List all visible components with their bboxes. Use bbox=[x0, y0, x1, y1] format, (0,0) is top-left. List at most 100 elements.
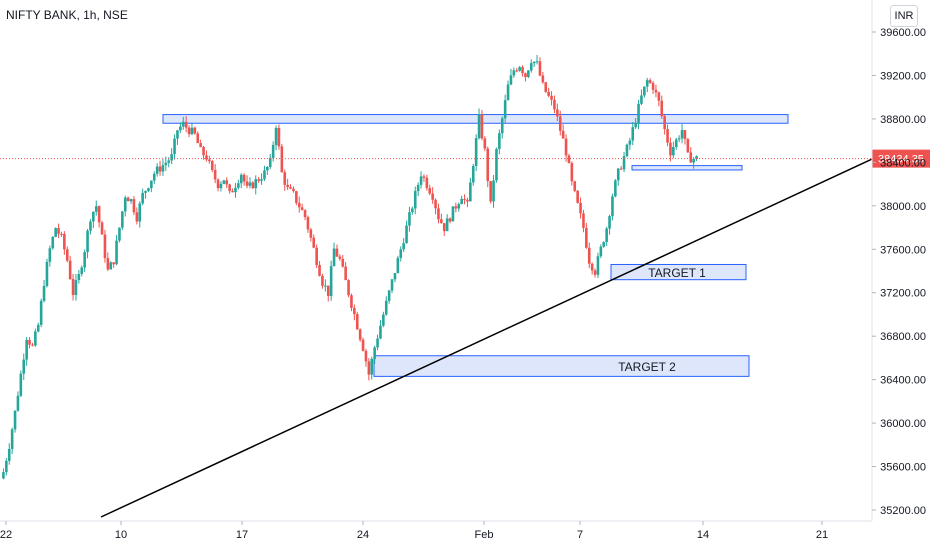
candle-body bbox=[672, 147, 675, 156]
candle-body bbox=[303, 210, 307, 218]
candle-body bbox=[100, 222, 104, 235]
x-tick-label: 17 bbox=[236, 529, 248, 541]
candle-body bbox=[199, 143, 202, 148]
candle-body bbox=[155, 166, 159, 174]
candle-body bbox=[277, 128, 281, 147]
candle-body bbox=[611, 196, 614, 217]
candle-body bbox=[274, 128, 278, 145]
candle-body bbox=[379, 325, 382, 339]
candle-body bbox=[593, 270, 597, 275]
candle-body bbox=[527, 70, 530, 78]
candle-body bbox=[184, 121, 188, 128]
candle-body bbox=[239, 174, 243, 184]
candle-body bbox=[399, 249, 403, 258]
candle-body bbox=[440, 219, 443, 224]
candle-body bbox=[141, 192, 144, 204]
zone-target-1[interactable] bbox=[610, 263, 747, 281]
candle-body bbox=[19, 373, 23, 396]
candle-body bbox=[515, 70, 519, 72]
candle-body bbox=[254, 179, 258, 189]
candle-body bbox=[570, 163, 574, 182]
price-badge-label: 38434.35 bbox=[878, 154, 924, 166]
zone-resistance-zone[interactable] bbox=[162, 114, 789, 124]
candle-body bbox=[498, 133, 501, 149]
candle-body bbox=[94, 206, 98, 212]
target-2-label: TARGET 2 bbox=[618, 360, 676, 374]
candle-body bbox=[471, 165, 475, 183]
candle-body bbox=[306, 217, 310, 230]
candle-body bbox=[213, 169, 217, 180]
currency-button[interactable]: INR bbox=[890, 5, 918, 27]
candle-body bbox=[196, 133, 200, 144]
candle-body bbox=[512, 70, 516, 76]
candle-body bbox=[442, 223, 446, 232]
candle-body bbox=[234, 187, 237, 193]
candle-body bbox=[63, 233, 66, 250]
candle-body bbox=[657, 92, 661, 101]
candle-body bbox=[419, 176, 423, 185]
candle-body bbox=[692, 158, 695, 163]
candle-body bbox=[338, 256, 342, 259]
candle-body bbox=[680, 130, 684, 139]
candle-body bbox=[158, 166, 162, 172]
candle-body bbox=[257, 179, 260, 181]
candle-body bbox=[271, 144, 275, 158]
candle-body bbox=[176, 130, 179, 139]
candle-body bbox=[411, 208, 414, 213]
candle-body bbox=[219, 183, 223, 189]
candle-body bbox=[210, 161, 214, 170]
candle-body bbox=[65, 249, 69, 261]
candle-body bbox=[321, 275, 324, 286]
candle-body bbox=[355, 314, 359, 330]
y-tick-label: 36000.00 bbox=[880, 418, 926, 430]
candle-body bbox=[312, 237, 316, 248]
overlays: 38434.35 bbox=[0, 149, 930, 518]
candle-body bbox=[460, 198, 463, 205]
zone-small-zone[interactable] bbox=[631, 165, 743, 171]
candle-body bbox=[686, 139, 690, 153]
candle-body bbox=[170, 154, 173, 161]
candle-body bbox=[260, 179, 263, 181]
candle-body bbox=[68, 260, 72, 280]
candle-body bbox=[634, 122, 637, 128]
x-tick-label: 22 bbox=[0, 529, 12, 541]
candle-body bbox=[123, 197, 127, 212]
candle-body bbox=[582, 213, 585, 228]
zone-target-2[interactable] bbox=[373, 355, 750, 377]
candle-body bbox=[602, 242, 606, 247]
candle-body bbox=[605, 228, 608, 243]
candle-body bbox=[558, 116, 562, 131]
candle-body bbox=[42, 285, 46, 301]
candle-body bbox=[492, 180, 495, 202]
candle-body bbox=[422, 176, 426, 178]
candle-body bbox=[83, 252, 86, 268]
candle-body bbox=[599, 246, 603, 257]
trendline[interactable] bbox=[100, 158, 873, 518]
candle-body bbox=[297, 202, 301, 208]
candle-body bbox=[402, 243, 405, 250]
candle-body bbox=[173, 138, 176, 155]
candle-body bbox=[89, 221, 92, 231]
y-tick-label: 35200.00 bbox=[880, 505, 926, 517]
candle-body bbox=[129, 199, 133, 202]
candle-body bbox=[535, 61, 539, 63]
candle-body bbox=[71, 279, 75, 295]
candle-body bbox=[486, 148, 490, 182]
chart-title: NIFTY BANK, 1h, NSE bbox=[6, 8, 128, 22]
candle-body bbox=[13, 410, 17, 430]
y-tick-label: 38800.00 bbox=[880, 114, 926, 126]
candle-body bbox=[208, 159, 211, 162]
candle-body bbox=[34, 331, 37, 346]
candle-body bbox=[80, 267, 84, 275]
candle-body bbox=[10, 429, 14, 449]
candle-body bbox=[16, 395, 20, 411]
candle-body bbox=[648, 80, 652, 83]
candle-body bbox=[326, 285, 330, 296]
candle-body bbox=[150, 180, 153, 189]
candle-body bbox=[393, 273, 397, 280]
candle-body bbox=[2, 472, 5, 479]
candle-body bbox=[524, 73, 527, 78]
candle-body bbox=[637, 103, 640, 123]
candle-body bbox=[161, 165, 165, 172]
